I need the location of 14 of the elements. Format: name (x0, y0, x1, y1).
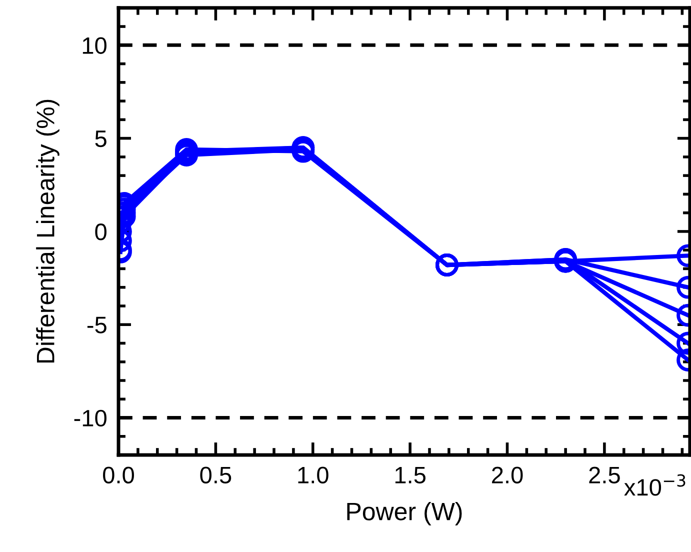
y-tick-label: -5 (87, 316, 106, 334)
y-tick-label: 10 (82, 37, 106, 54)
x-tick-label: 1.5 (395, 466, 426, 484)
x-tick-label: 0.5 (200, 466, 232, 484)
text: x10$^{−3}$ (624, 474, 686, 496)
x-tick-label: 1.0 (298, 466, 328, 484)
x-tick-label: 2.0 (492, 466, 523, 484)
x-axis-title: Power (W) (347, 502, 462, 526)
y-tick-label: 5 (95, 130, 106, 148)
x-tick-label: 0.0 (103, 466, 134, 484)
y-axis-title: Differential Linearity (%) (36, 100, 60, 363)
y-tick-label: 0 (95, 224, 106, 240)
x-tick-label: 2.5 (589, 466, 620, 484)
y-tick-label: -10 (74, 410, 106, 427)
